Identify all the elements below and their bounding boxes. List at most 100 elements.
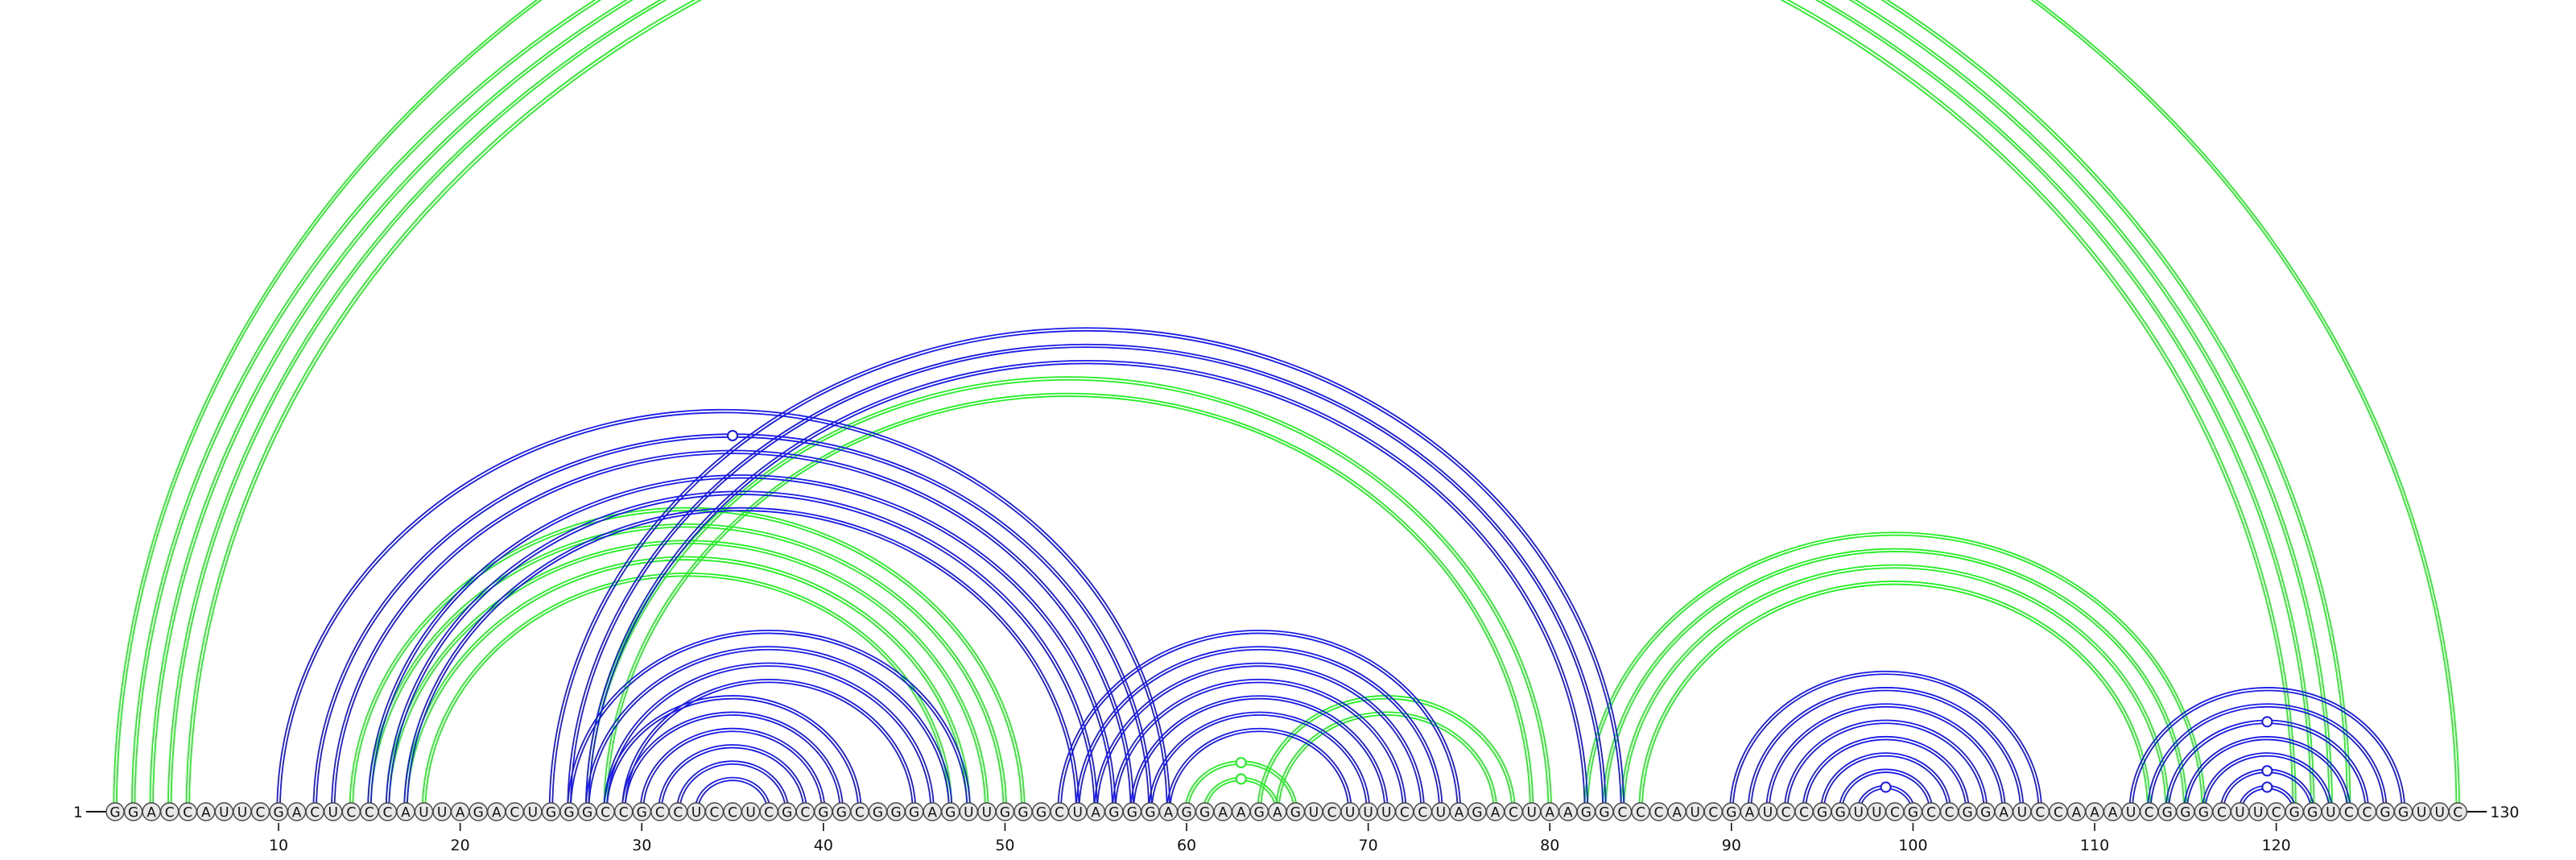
nucleotide: G [1812, 802, 1832, 821]
nucleotide: C [2030, 802, 2050, 821]
nucleotide-letter: C [1055, 805, 1064, 821]
nucleotide-letter: U [2253, 805, 2263, 821]
nucleotide: C [2049, 802, 2068, 821]
loop-marker [727, 430, 739, 442]
nucleotide-letter: G [2380, 805, 2390, 821]
blue-arc [567, 343, 1607, 812]
nucleotide-letter: G [1726, 805, 1736, 821]
nucleotide-letter: A [1672, 805, 1682, 821]
blue-arc [276, 408, 1171, 812]
green-arc [1275, 711, 1498, 812]
nucleotide-letter: A [2090, 805, 2099, 821]
blue-arc [1112, 678, 1407, 812]
blue-arc [2183, 736, 2351, 812]
green-arc [185, 0, 2297, 812]
nucleotide-letter: C [183, 805, 192, 821]
nucleotide-letter: G [1472, 805, 1482, 821]
nucleotide-letter: C [800, 805, 810, 821]
blue-arc [603, 662, 935, 812]
nucleotide: G [1468, 802, 1487, 821]
nucleotide: C [596, 802, 615, 821]
nucleotide: C [1703, 802, 1723, 821]
nucleotide-letter: G [564, 805, 574, 821]
nucleotide: G [1195, 802, 1215, 821]
nucleotide: C [1794, 802, 1814, 821]
nucleotide-letter: C [2363, 805, 2372, 821]
green-arc [349, 506, 1026, 812]
nucleotide: A [1268, 802, 1287, 821]
nucleotide-letter: C [2217, 805, 2227, 821]
tick-label: 50 [995, 837, 1014, 854]
nucleotide: A [1994, 802, 2013, 821]
nucleotide-letter: C [1618, 805, 1628, 821]
green-arc [113, 0, 2460, 812]
nucleotide: U [324, 802, 343, 821]
nucleotide: C [613, 802, 634, 821]
nucleotide-letter: G [1980, 805, 1991, 821]
blue-arc [621, 678, 917, 812]
nucleotide-letter: A [401, 805, 411, 821]
nucleotide-letter: G [473, 805, 484, 821]
nucleotide: A [923, 802, 942, 821]
nucleotide-letter: C [2344, 805, 2354, 821]
sequence-end-label: 130 [2490, 804, 2519, 821]
nucleotide: U [1304, 802, 1323, 821]
nucleotide: A [142, 802, 161, 821]
nucleotide: A [2085, 802, 2104, 821]
nucleotide: A [1485, 802, 1505, 821]
nucleotide-letter: C [1799, 805, 1809, 821]
nucleotide-letter: U [1690, 805, 1699, 821]
nucleotide: A [2103, 802, 2123, 821]
blue-arc [1819, 752, 1952, 812]
nucleotide: U [523, 802, 543, 821]
nucleotide: C [850, 802, 869, 821]
nucleotide-letter: C [855, 805, 865, 821]
blue-arc [694, 776, 771, 812]
nucleotide: C [759, 802, 778, 821]
nucleotide-letter: U [2235, 805, 2244, 821]
nucleotide: G [2376, 802, 2395, 821]
nucleotide-letter: G [2162, 805, 2173, 821]
backbone-layer: 1 130 [73, 804, 2520, 821]
nucleotide-letter: U [2326, 805, 2335, 821]
nucleotide: C [1922, 802, 1941, 821]
nucleotide: U [214, 802, 234, 821]
blue-arc [584, 360, 1589, 812]
nucleotide: U [1377, 802, 1396, 821]
position-axis: 10 20 30 40 50 60 70 80 90 100 110 120 [269, 823, 2291, 854]
nucleotide: G [632, 802, 651, 821]
nucleotide-letter: G [945, 805, 956, 821]
nucleotide-letter: G [1581, 805, 1591, 821]
nucleotide-letter: G [1000, 805, 1010, 821]
nucleotide-letter: C [1509, 805, 1518, 821]
nucleotide: U [1340, 802, 1360, 821]
nucleotide: A [2066, 802, 2087, 821]
nucleotide: G [941, 802, 960, 821]
nucleotide-letter: C [2054, 805, 2063, 821]
nucleotide-letter: C [510, 805, 519, 821]
nucleotide: U [1686, 802, 1705, 821]
nucleotide-letter: G [1599, 805, 1609, 821]
nucleotide: A [1158, 802, 1179, 821]
nucleotide: C [159, 802, 180, 821]
nucleotide: G [269, 802, 288, 821]
nucleotide: U [2321, 802, 2341, 821]
nucleotide-letter: C [710, 805, 720, 821]
nucleotide-letter: A [201, 805, 211, 821]
nucleotide: C [704, 802, 724, 821]
nucleotide: G [2176, 802, 2195, 821]
nucleotide-letter: U [1436, 805, 1446, 821]
nucleotide: C [178, 802, 197, 821]
nucleotide-letter: U [419, 805, 428, 821]
nucleotide-letter: A [1091, 805, 1100, 821]
blue-arc [1838, 768, 1934, 812]
nucleotide-letter: C [256, 805, 266, 821]
tick-label: 40 [814, 837, 833, 854]
tick-label: 30 [632, 837, 651, 854]
nucleotide: C [1649, 802, 1669, 821]
nucleotide: C [1612, 802, 1633, 821]
nucleotide: G [1141, 802, 1160, 821]
green-arc [167, 0, 2315, 812]
loop-marker [2261, 765, 2273, 777]
